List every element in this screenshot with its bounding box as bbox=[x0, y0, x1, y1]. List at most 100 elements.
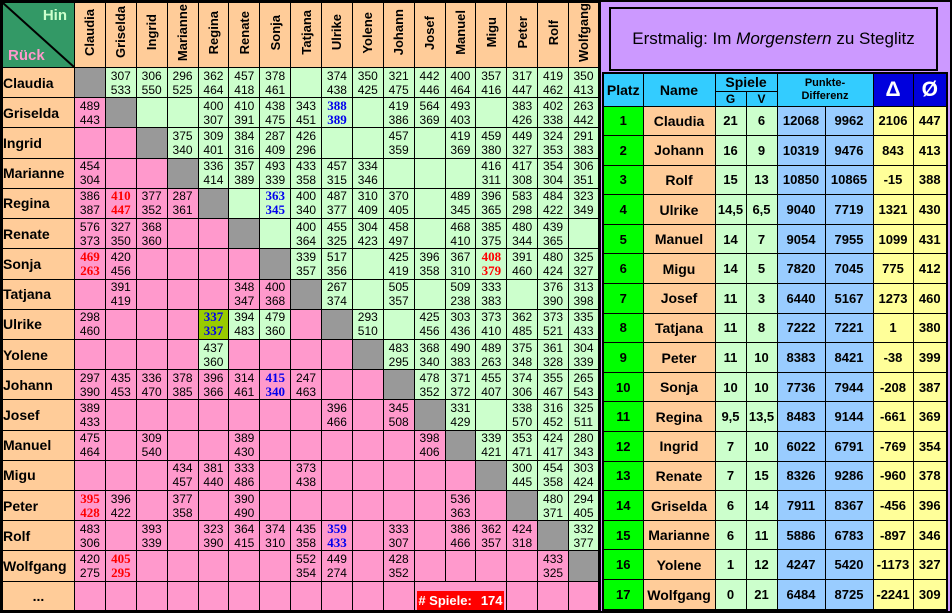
hin-score: 391 bbox=[512, 249, 533, 264]
hin-score: 362 bbox=[203, 68, 224, 83]
header-punkte-line1: Punkte- bbox=[804, 76, 846, 89]
hin-score: 402 bbox=[543, 98, 564, 113]
points-for-cell: 10319 bbox=[776, 135, 826, 166]
matrix-cell: 303 424 bbox=[568, 459, 600, 492]
hin-score: 300 bbox=[512, 461, 533, 476]
points-for-cell: 6022 bbox=[776, 431, 826, 462]
points-against-cell: 8367 bbox=[824, 490, 874, 521]
matrix-cell: 517 356 bbox=[321, 248, 353, 280]
matrix-cell bbox=[259, 399, 292, 431]
name-cell: Ingrid bbox=[642, 431, 716, 462]
matrix-col-header-label: Migu bbox=[483, 17, 499, 48]
matrix-cell: 457 315 bbox=[321, 157, 353, 189]
standings-row: 16 Yolene 1 12 4247 5420 -1173 327 bbox=[602, 549, 948, 580]
matrix-row-label: Yolene bbox=[1, 338, 75, 371]
matrix-cell bbox=[351, 550, 384, 582]
matrix-diagonal-cell bbox=[537, 520, 569, 552]
hin-score: 442 bbox=[419, 68, 440, 83]
rueck-score: 379 bbox=[481, 262, 502, 278]
rueck-score: 389 bbox=[234, 173, 255, 188]
hin-score: 348 bbox=[234, 280, 255, 295]
matrix-cell: 455 325 bbox=[321, 218, 353, 250]
delta-cell: 843 bbox=[872, 135, 914, 166]
rueck-score: 417 bbox=[543, 445, 564, 460]
hin-score: 309 bbox=[141, 431, 162, 446]
points-against-cell: 10865 bbox=[824, 164, 874, 196]
hin-score: 376 bbox=[543, 280, 564, 295]
matrix-cell: 362 357 bbox=[475, 520, 508, 552]
rueck-score: 359 bbox=[388, 143, 409, 158]
games-won-cell: 11 bbox=[714, 312, 747, 344]
games-won-cell: 14,5 bbox=[714, 194, 747, 225]
matrix-cell: 435 358 bbox=[290, 520, 322, 552]
name-cell: Marianne bbox=[642, 519, 716, 551]
matrix-col-header-label: Rolf bbox=[545, 19, 561, 46]
name-cell: Johann bbox=[642, 135, 716, 166]
matrix-cell: 400 340 bbox=[290, 187, 322, 220]
games-won-cell: 7 bbox=[714, 431, 747, 462]
matrix-cell bbox=[382, 308, 415, 340]
average-cell: 388 bbox=[912, 164, 948, 196]
matrix-cell: 424 417 bbox=[537, 429, 569, 461]
name-cell: Wolfgang bbox=[642, 579, 716, 611]
games-lost-cell: 13,5 bbox=[745, 401, 778, 433]
matrix-cell bbox=[104, 429, 137, 461]
matrix-col-header: Wolfgang bbox=[568, 1, 600, 68]
games-lost-cell: 3 bbox=[745, 283, 778, 314]
average-cell: 447 bbox=[912, 105, 948, 137]
games-won-cell: 1 bbox=[714, 549, 747, 580]
matrix-cell: 313 398 bbox=[568, 278, 600, 310]
matrix-cell bbox=[413, 278, 446, 310]
matrix-cell bbox=[382, 459, 415, 492]
matrix-col-header-label: Renate bbox=[236, 10, 252, 55]
hin-score: 304 bbox=[573, 340, 594, 355]
rueck-score: 307 bbox=[388, 535, 409, 550]
games-lost-cell: 12 bbox=[745, 549, 778, 580]
games-won-cell: 14 bbox=[714, 223, 747, 255]
matrix-col-header: Peter bbox=[506, 1, 539, 68]
points-for-cell: 8326 bbox=[776, 460, 826, 492]
hin-score: 415 bbox=[265, 369, 285, 385]
rueck-score: 339 bbox=[265, 173, 286, 188]
rueck-score: 457 bbox=[172, 475, 193, 490]
matrix-col-header: Marianne bbox=[166, 1, 199, 68]
matrix-cell: 336 470 bbox=[135, 369, 168, 401]
matrix-cell bbox=[135, 459, 168, 492]
matrix-cell: 393 339 bbox=[135, 520, 168, 552]
hin-score: 316 bbox=[543, 401, 564, 415]
matrix-cell bbox=[166, 550, 199, 582]
results-matrix: Hin Rück Claudia Griselda Ingrid Marianne Regi… bbox=[0, 0, 601, 613]
header-platz: Platz bbox=[602, 72, 644, 107]
matrix-cell bbox=[444, 157, 477, 189]
rueck-score: 543 bbox=[573, 384, 594, 399]
hin-score: 355 bbox=[543, 370, 564, 385]
matrix-diagonal-cell bbox=[444, 429, 477, 461]
standings-row: 5 Manuel 14 7 9054 7955 1099 431 bbox=[602, 223, 948, 255]
hin-score: 425 bbox=[388, 249, 409, 264]
standings-row: 7 Josef 11 3 6440 5167 1273 460 bbox=[602, 283, 948, 314]
points-against-cell: 7955 bbox=[824, 223, 874, 255]
hin-score: 455 bbox=[326, 219, 347, 234]
rueck-score: 422 bbox=[543, 203, 564, 218]
matrix-row-label: Rolf bbox=[1, 520, 75, 552]
rueck-score: 403 bbox=[450, 112, 471, 127]
matrix-cell: 378 461 bbox=[259, 66, 292, 99]
name-cell: Tatjana bbox=[642, 312, 716, 344]
delta-cell: -960 bbox=[872, 460, 914, 492]
hin-score: 371 bbox=[450, 370, 471, 385]
matrix-cell bbox=[135, 580, 168, 613]
rueck-score: 366 bbox=[203, 384, 224, 399]
matrix-col-header-label: Peter bbox=[514, 16, 530, 49]
matrix-cell: 439 365 bbox=[537, 218, 569, 250]
hin-score: 396 bbox=[326, 401, 347, 415]
hin-score: 389 bbox=[79, 401, 100, 415]
matrix-cell: 353 471 bbox=[506, 429, 539, 461]
matrix-cell bbox=[444, 459, 477, 492]
rueck-score: 340 bbox=[296, 203, 317, 218]
hin-score: 327 bbox=[110, 219, 131, 234]
hin-score: 457 bbox=[326, 159, 347, 174]
rueck-score: 533 bbox=[110, 82, 131, 97]
delta-cell: -15 bbox=[872, 164, 914, 196]
rueck-score: 461 bbox=[265, 82, 286, 97]
hin-score: 435 bbox=[110, 370, 131, 385]
